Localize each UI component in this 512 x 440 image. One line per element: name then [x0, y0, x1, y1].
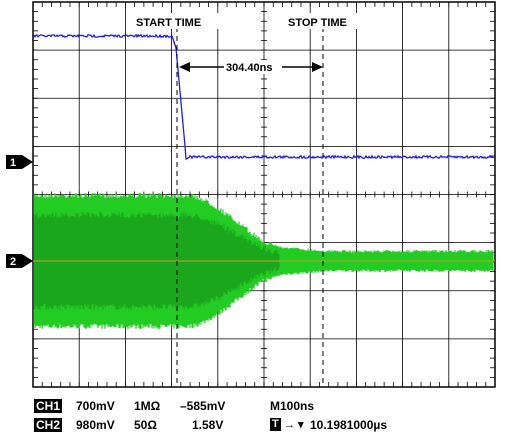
trigger-time: 10.1981000µs — [310, 418, 387, 432]
ch2-ground-marker[interactable]: 2 — [6, 254, 33, 268]
delta-label-bg — [224, 60, 282, 74]
timebase: M100ns — [270, 399, 315, 413]
trigger-tag: T — [270, 418, 281, 431]
ch2-impedance: 50Ω — [134, 418, 157, 432]
ch2-volts-div: 980mV — [76, 418, 115, 432]
ch1-ground-marker[interactable]: 1 — [6, 155, 33, 169]
ch1-marker-label: 1 — [10, 157, 16, 169]
ch2-trace — [33, 193, 495, 329]
start-time-label: START TIME — [136, 17, 201, 29]
ch1-impedance: 1MΩ — [134, 399, 161, 413]
ch2-tag: CH2 — [34, 418, 63, 432]
stop-label-bg — [286, 13, 364, 29]
ch2-offset: 1.58V — [192, 418, 224, 432]
delta-arrow-right-head — [312, 62, 323, 72]
trigger-symbol: → ▾ — [284, 419, 304, 431]
ch1-offset: –585mV — [180, 399, 226, 413]
ch2-marker-label: 2 — [10, 256, 16, 268]
readout-panel: CH1 700mV 1MΩ –585mV M100ns CH2 980mV 50… — [0, 394, 512, 440]
delta-time-label: 304.40ns — [226, 62, 272, 74]
ch1-volts-div: 700mV — [76, 399, 115, 413]
ch1-tag: CH1 — [34, 399, 63, 413]
oscilloscope-display: START TIME STOP TIME 304.40ns 1 2 — [6, 1, 496, 388]
start-label-bg — [134, 13, 222, 29]
delta-arrow-left-head — [179, 62, 190, 72]
ch1-trace — [33, 33, 495, 161]
stop-time-label: STOP TIME — [288, 17, 347, 29]
